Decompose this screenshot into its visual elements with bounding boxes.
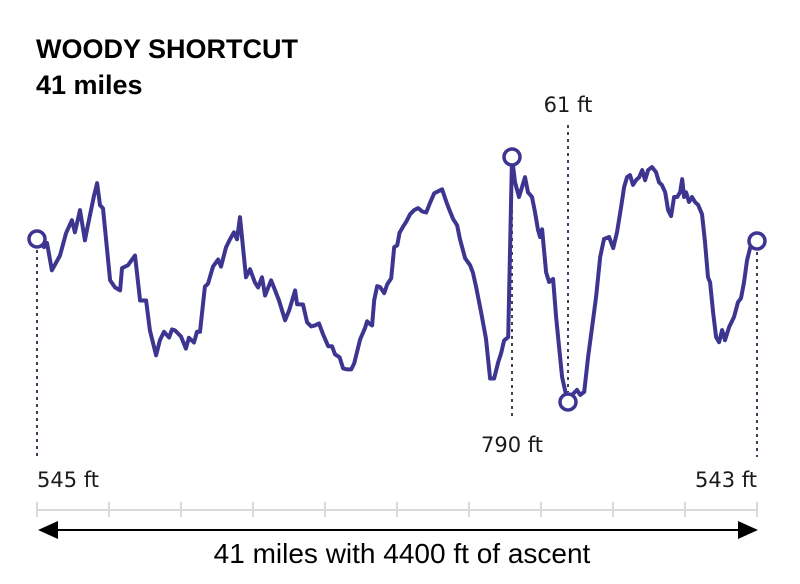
end-elev-label: 543 ft <box>695 468 757 492</box>
end-marker <box>747 231 767 251</box>
route-name: WOODY SHORTCUT <box>36 34 298 64</box>
start-marker <box>27 229 47 249</box>
start-elev-label: 545 ft <box>37 468 99 492</box>
max-elev-label: 790 ft <box>481 433 543 457</box>
chart-title-block: WOODY SHORTCUT 41 miles <box>36 31 298 103</box>
min-elev-label: 61 ft <box>544 93 593 117</box>
x-axis-ticks <box>36 502 758 517</box>
elevation-line <box>35 155 759 404</box>
max-marker <box>502 147 522 167</box>
arrow-left-head <box>38 521 58 539</box>
arrow-right-head <box>738 521 758 539</box>
distance-ascent-caption: 41 miles with 4400 ft of ascent <box>214 538 591 569</box>
min-marker <box>558 392 578 412</box>
route-distance: 41 miles <box>36 70 143 100</box>
